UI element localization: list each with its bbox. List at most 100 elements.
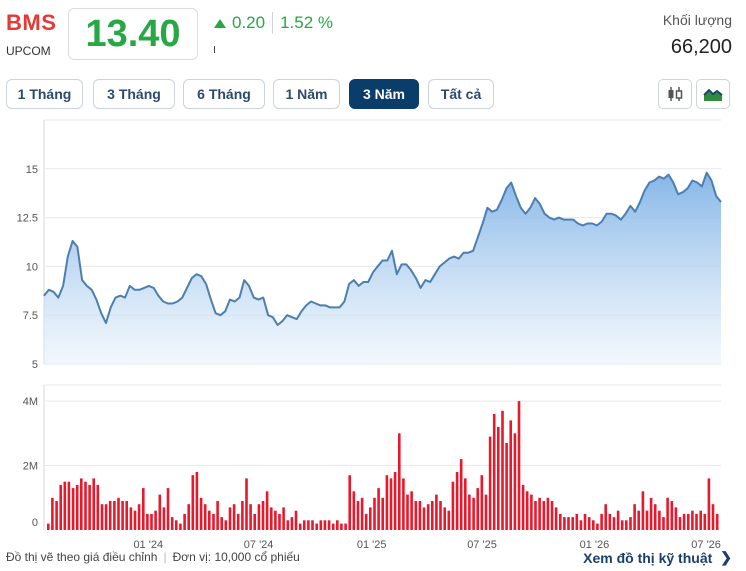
price-series-line (43, 171, 722, 326)
volume-bar (175, 520, 178, 530)
x-tick-label: 07 '26 (691, 539, 721, 551)
price-y-tick-label: 5 (32, 359, 38, 371)
volume-bar (513, 433, 517, 530)
area-chart-button[interactable] (696, 79, 730, 109)
volume-bar (327, 520, 331, 530)
volume-bar (286, 520, 290, 530)
volume-bar (633, 504, 636, 530)
range-3-year-button[interactable]: 3 Năm (349, 79, 419, 109)
volume-bar (311, 520, 314, 530)
volume-bar (451, 481, 455, 530)
volume-bar (612, 517, 616, 530)
volume-bar (133, 510, 137, 530)
volume-bar (71, 488, 75, 530)
volume-bar (63, 481, 67, 530)
volume-bar (393, 472, 397, 530)
candlestick-icon (668, 87, 683, 101)
volume-bar (653, 504, 657, 530)
divider: | (163, 550, 167, 564)
volume-bar (447, 510, 451, 530)
change-percent: 1.52 % (280, 13, 334, 32)
x-tick-label: 01 '26 (580, 539, 610, 551)
volume-bar (587, 517, 591, 530)
volume-bar (290, 517, 294, 530)
volume-bar (521, 484, 525, 530)
volume-bar (678, 517, 682, 530)
volume-bar (592, 520, 595, 530)
volume-bar (699, 510, 702, 530)
volume-bar (340, 523, 343, 530)
up-arrow-icon (214, 19, 226, 28)
price-change: 0.20 1.52 % (214, 12, 333, 34)
volume-bar (604, 504, 607, 530)
volume-bar (455, 472, 459, 530)
candlestick-button[interactable] (658, 79, 692, 109)
volume-bar (377, 488, 380, 530)
range-all-button[interactable]: Tất cả (428, 79, 494, 109)
volume-bar (418, 501, 422, 530)
volume-bar (67, 481, 71, 530)
area-chart-icon (703, 88, 723, 101)
range-6-month-button[interactable]: 6 Tháng (183, 79, 265, 109)
volume-title: Khối lượng (662, 12, 732, 28)
volume-bar (191, 475, 195, 530)
volume-bar (435, 494, 438, 530)
volume-bar (373, 497, 376, 530)
volume-bar (711, 504, 715, 530)
volume-bar (166, 488, 170, 530)
volume-bar (691, 510, 694, 530)
volume-bar (583, 513, 587, 530)
divider (214, 46, 215, 53)
volume-bar (600, 513, 603, 530)
volume-bar (274, 510, 277, 530)
range-3-month-button[interactable]: 3 Tháng (93, 79, 175, 109)
volume-bar (199, 497, 203, 530)
volume-bar (265, 491, 269, 530)
volume-bar (245, 478, 248, 530)
volume-bar (546, 497, 550, 530)
volume-bar (55, 501, 58, 530)
price-y-tick-label: 12.5 (17, 213, 38, 225)
volume-bar (559, 513, 562, 530)
volume-bar (464, 478, 467, 530)
range-1-month-button[interactable]: 1 Tháng (6, 79, 83, 109)
volume-bar (236, 513, 240, 530)
volume-value: 66,200 (670, 36, 732, 58)
volume-bar (431, 501, 434, 530)
volume-bar (92, 478, 95, 530)
volume-bar (108, 501, 112, 530)
volume-bar (488, 436, 492, 530)
volume-bar (121, 501, 124, 530)
volume-bar (687, 513, 690, 530)
volume-bar (298, 523, 302, 530)
volume-bar (567, 517, 570, 530)
volume-bar (195, 472, 199, 530)
volume-bar (154, 510, 157, 530)
volume-bar (674, 507, 678, 530)
volume-bar (146, 513, 149, 530)
price-y-tick-label: 10 (26, 261, 38, 273)
volume-bar (307, 520, 310, 530)
chevron-right-icon: ❯ (720, 549, 732, 565)
range-1-year-button[interactable]: 1 Năm (273, 79, 340, 109)
volume-bar (113, 501, 116, 530)
volume-bar (129, 507, 133, 530)
volume-bar (216, 501, 219, 530)
volume-bar (422, 507, 426, 530)
volume-bar (142, 488, 145, 530)
x-tick-label: 07 '24 (244, 539, 274, 551)
volume-bar (385, 475, 389, 530)
price-y-tick-label: 7.5 (23, 310, 38, 322)
volume-bar (75, 484, 79, 530)
volume-bar (232, 504, 236, 530)
volume-bar (468, 494, 471, 530)
volume-bar (406, 494, 409, 530)
volume-bar (695, 513, 698, 530)
technical-chart-link[interactable]: Xem đồ thị kỹ thuật ❯ (583, 549, 732, 566)
volume-bar (596, 523, 599, 530)
x-tick-label: 01 '25 (357, 539, 387, 551)
volume-bar (534, 501, 537, 530)
volume-bar (80, 478, 83, 530)
technical-chart-label: Xem đồ thị kỹ thuật (583, 549, 713, 566)
volume-bar (59, 484, 62, 530)
